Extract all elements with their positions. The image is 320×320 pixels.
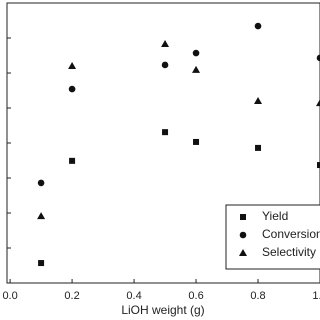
legend-marker (239, 231, 247, 239)
legend-label: Selectivity (262, 245, 316, 259)
legend-label: Yield (262, 209, 288, 223)
point (316, 99, 320, 107)
legend-marker (240, 214, 246, 220)
legend-label: Conversion (262, 227, 320, 241)
point (192, 65, 201, 73)
x-axis-label: LiOH weight (g) (121, 303, 204, 317)
x-tick-label: 0.8 (250, 290, 265, 302)
point (316, 54, 320, 62)
point (162, 129, 169, 136)
point (37, 212, 46, 220)
point (68, 85, 76, 93)
point (193, 138, 200, 145)
x-tick-label: 0.6 (188, 290, 203, 302)
point (37, 179, 45, 187)
point (317, 162, 320, 169)
point (38, 260, 45, 267)
x-tick-label: 0.0 (2, 290, 17, 302)
point (254, 97, 263, 104)
point (68, 62, 77, 69)
point (161, 61, 169, 69)
x-tick-label: 0.4 (126, 290, 141, 302)
point (192, 49, 200, 57)
point (161, 39, 170, 47)
point (69, 157, 76, 164)
point (254, 22, 262, 30)
x-tick-label: 1.0 (312, 290, 320, 302)
x-tick-label: 0.2 (64, 290, 79, 302)
legend-marker (239, 249, 247, 256)
point (255, 144, 262, 151)
